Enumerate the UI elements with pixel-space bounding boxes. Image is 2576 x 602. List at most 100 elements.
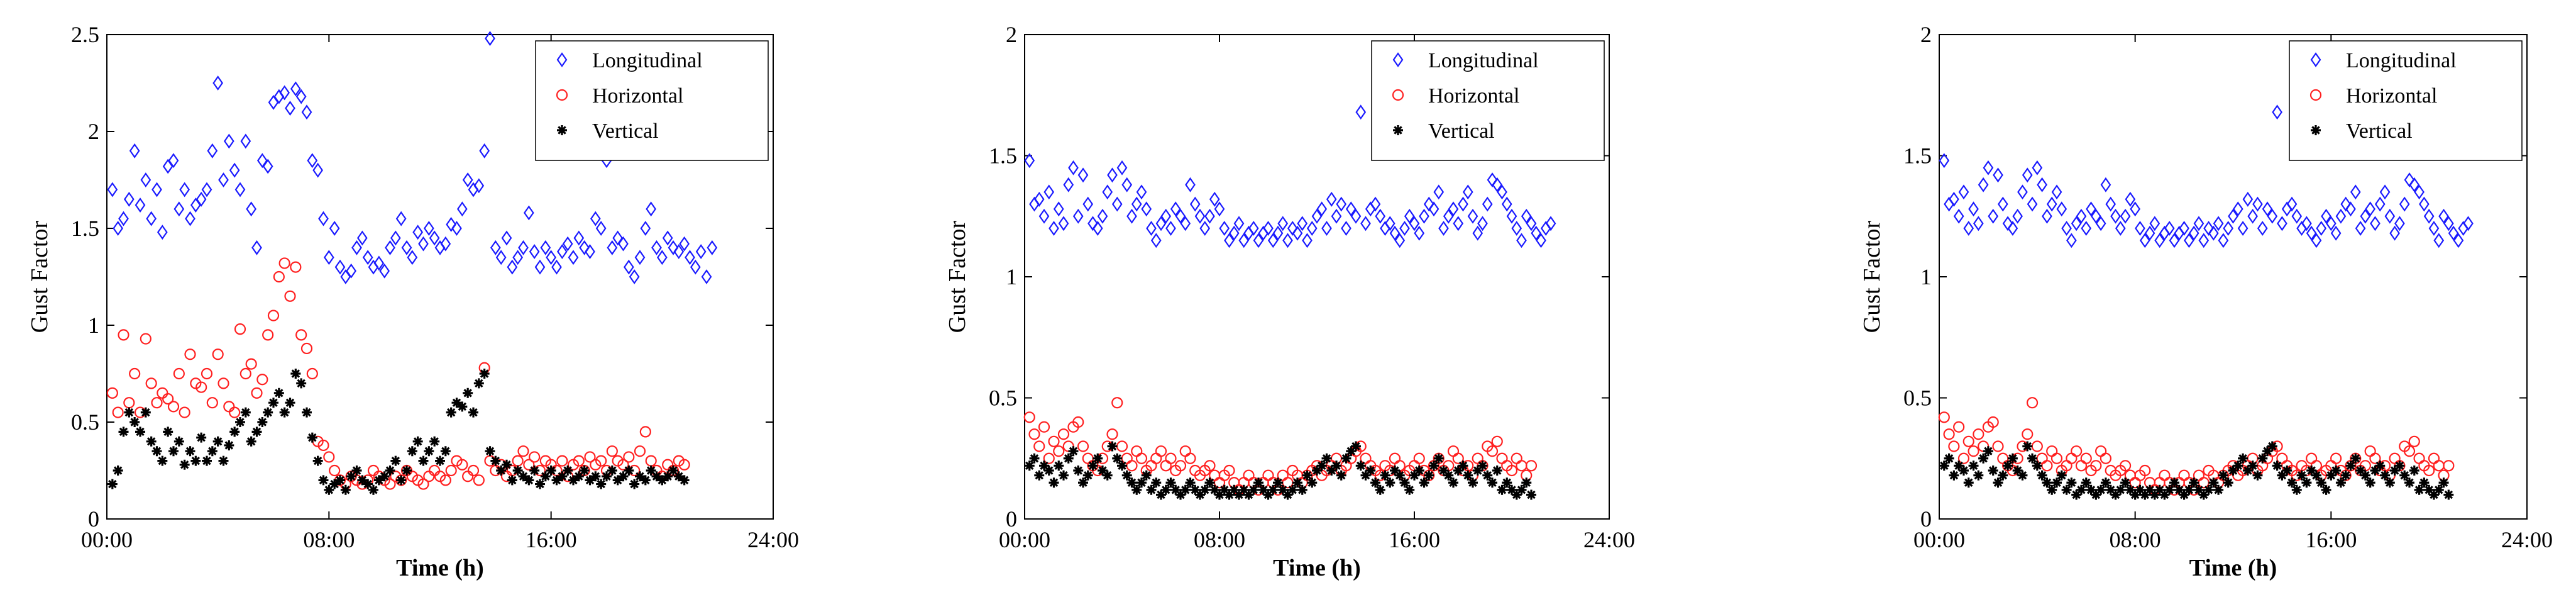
data-point: [435, 455, 445, 466]
data-point: [218, 455, 229, 466]
data-point: [1102, 184, 1113, 200]
data-point: [629, 479, 640, 489]
series-longitudinal: [107, 31, 718, 284]
data-point: [2095, 216, 2106, 231]
data-point: [201, 182, 212, 198]
data-point: [2360, 208, 2371, 224]
chart-panel-1: 0 0.5 1 1.5 2 2.5 00:00 08:00 16:00 24:00 Time (h)…: [26, 22, 799, 581]
data-point: [1292, 225, 1303, 241]
data-point: [2365, 201, 2376, 217]
data-point: [1156, 489, 1166, 500]
data-point: [2404, 477, 2414, 488]
data-point: [207, 446, 217, 457]
data-point: [1297, 216, 1308, 231]
data-point: [167, 401, 180, 413]
data-point: [218, 172, 229, 187]
data-point: [1063, 453, 1074, 464]
data-point: [496, 465, 507, 476]
data-point: [2242, 465, 2253, 476]
legend-marker: [556, 89, 568, 101]
data-point: [618, 471, 629, 482]
data-point: [185, 446, 195, 457]
data-point: [518, 471, 529, 482]
data-point: [1993, 167, 2003, 183]
data-point: [2130, 489, 2140, 500]
data-point: [246, 201, 257, 217]
data-point: [1170, 201, 1181, 217]
data-point: [318, 475, 329, 486]
data-point: [1078, 477, 1088, 488]
data-point: [2022, 428, 2034, 440]
data-point: [1496, 452, 1508, 464]
data-point: [1243, 489, 1254, 500]
data-point: [1987, 416, 1999, 428]
data-point: [579, 240, 590, 255]
data-point: [173, 367, 185, 380]
data-point: [151, 182, 162, 198]
data-point: [2012, 208, 2023, 224]
data-point: [1516, 484, 1527, 495]
data-point: [1482, 196, 1493, 212]
data-point: [385, 465, 395, 476]
data-point: [1053, 201, 1064, 217]
data-point: [1292, 477, 1302, 488]
data-point: [651, 240, 662, 255]
data-point: [357, 475, 368, 486]
legend-marker: [556, 52, 568, 67]
data-point: [1262, 469, 1274, 481]
data-point: [1263, 489, 1274, 500]
data-point: [1413, 452, 1425, 464]
data-point: [1365, 465, 1376, 476]
data-point: [657, 475, 668, 486]
data-point: [290, 261, 302, 273]
data-point: [2032, 160, 2043, 176]
data-point: [2100, 177, 2111, 192]
data-point: [1204, 460, 1216, 472]
data-point: [1219, 221, 1230, 236]
data-point: [485, 446, 495, 457]
data-point: [2203, 484, 2214, 495]
data-point: [1385, 477, 1395, 488]
data-point: [1107, 441, 1118, 452]
data-point: [595, 221, 607, 236]
data-point: [395, 211, 407, 226]
data-point: [251, 426, 262, 437]
data-point: [1057, 428, 1070, 440]
data-point: [1243, 469, 1255, 481]
data-point: [1462, 184, 1473, 200]
data-point: [2100, 452, 2112, 464]
data-point: [384, 478, 396, 490]
data-point: [151, 446, 162, 457]
data-point: [184, 348, 196, 360]
data-point: [523, 459, 535, 471]
data-point: [373, 255, 385, 271]
data-point: [401, 240, 412, 255]
data-point: [2296, 470, 2307, 481]
data-point: [146, 436, 157, 447]
data-point: [2374, 196, 2386, 212]
data-point: [2120, 208, 2131, 224]
data-point: [1467, 208, 1478, 224]
data-point: [2330, 452, 2342, 464]
data-point: [1053, 445, 1065, 457]
data-point: [2193, 216, 2204, 231]
data-point: [2242, 191, 2254, 207]
data-point: [2090, 460, 2102, 472]
data-point: [606, 445, 618, 457]
data-point: [2081, 477, 2091, 488]
data-point: [1360, 452, 1372, 464]
data-point: [429, 464, 441, 477]
data-point: [1433, 184, 1445, 200]
y-tick-label: 2: [1006, 22, 1017, 47]
data-point: [1185, 477, 1196, 488]
data-point: [1458, 196, 1468, 212]
data-point: [2120, 477, 2131, 488]
data-point: [2071, 489, 2082, 500]
data-point: [1414, 225, 1425, 241]
data-point: [190, 198, 201, 213]
data-point: [2096, 484, 2106, 495]
data-point: [1409, 470, 1419, 481]
data-point: [1141, 470, 1152, 481]
data-point: [1973, 470, 1984, 481]
data-point: [2198, 233, 2210, 248]
